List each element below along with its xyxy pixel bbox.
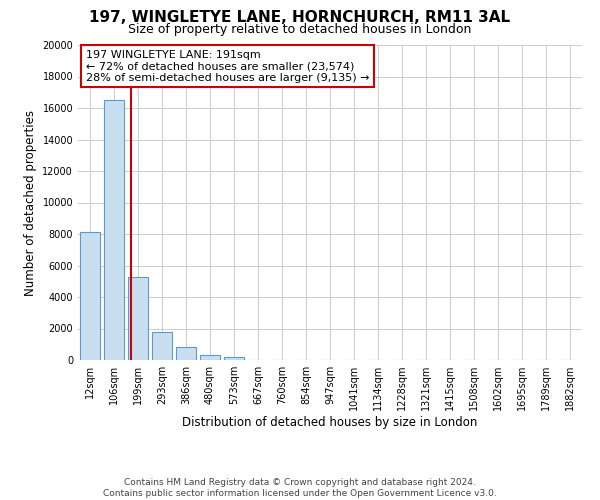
Bar: [128, 276, 148, 360]
Bar: [224, 357, 244, 360]
Bar: [200, 356, 220, 360]
Y-axis label: Number of detached properties: Number of detached properties: [24, 110, 37, 296]
Bar: [176, 348, 196, 360]
Text: Size of property relative to detached houses in London: Size of property relative to detached ho…: [128, 22, 472, 36]
Text: 197 WINGLETYE LANE: 191sqm
← 72% of detached houses are smaller (23,574)
28% of : 197 WINGLETYE LANE: 191sqm ← 72% of deta…: [86, 50, 369, 83]
X-axis label: Distribution of detached houses by size in London: Distribution of detached houses by size …: [182, 416, 478, 429]
Bar: [104, 100, 124, 360]
Text: Contains HM Land Registry data © Crown copyright and database right 2024.
Contai: Contains HM Land Registry data © Crown c…: [103, 478, 497, 498]
Bar: [80, 232, 100, 360]
Bar: [152, 332, 172, 360]
Text: 197, WINGLETYE LANE, HORNCHURCH, RM11 3AL: 197, WINGLETYE LANE, HORNCHURCH, RM11 3A…: [89, 10, 511, 25]
